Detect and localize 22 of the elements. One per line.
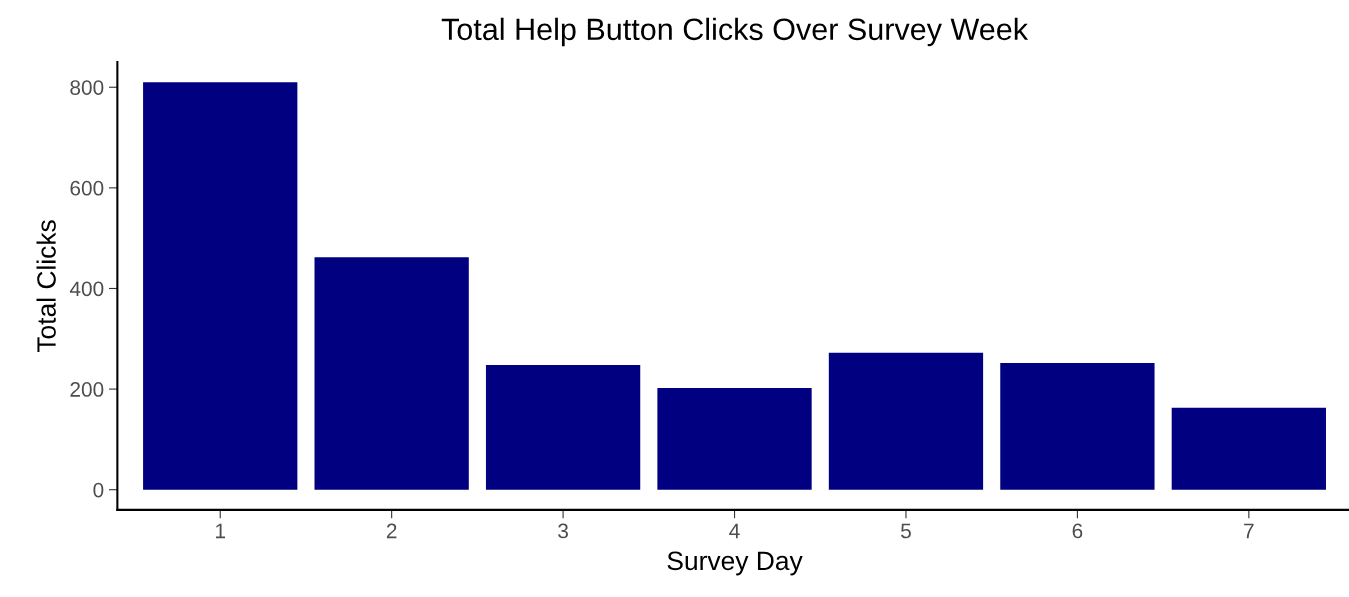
y-tick-label: 600 [70, 180, 104, 196]
bar [485, 364, 641, 490]
chart-title: Total Help Button Clicks Over Survey Week [441, 17, 1029, 47]
x-tick-label: 7 [1244, 523, 1254, 539]
x-tick-label: 2 [386, 523, 397, 539]
bar [314, 257, 469, 490]
bar [828, 352, 984, 490]
x-tick-label: 3 [558, 523, 568, 539]
y-tick-label: 200 [70, 382, 104, 397]
y-tick-label: 0 [93, 482, 104, 498]
y-tick-label: 800 [70, 80, 104, 95]
x-tick-label: 5 [901, 523, 911, 539]
bar [1171, 407, 1326, 490]
x-axis-title: Survey Day [667, 551, 803, 576]
x-tick-label: 6 [1072, 523, 1083, 539]
y-tick-label: 400 [69, 281, 104, 297]
bar [657, 388, 812, 490]
y-axis-title: Total Clicks [36, 220, 56, 353]
bar [143, 82, 298, 490]
bar [1000, 362, 1155, 490]
x-tick-label: 1 [216, 523, 225, 539]
x-tick-label: 4 [729, 523, 740, 539]
